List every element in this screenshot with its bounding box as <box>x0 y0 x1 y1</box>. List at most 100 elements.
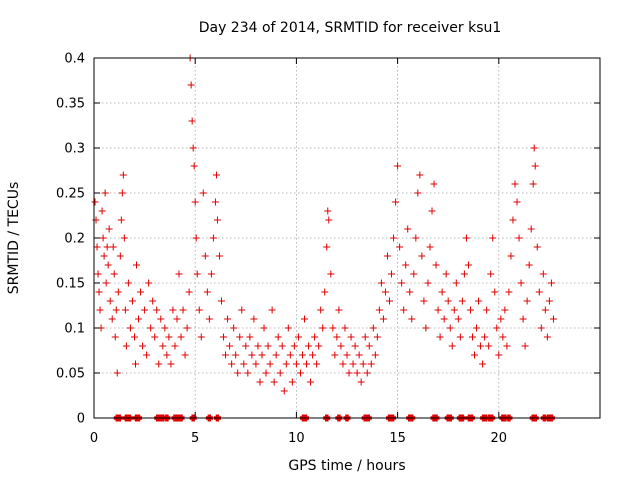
data-point <box>188 117 196 125</box>
data-point <box>381 288 389 296</box>
data-point <box>521 342 529 350</box>
data-point <box>533 243 541 251</box>
x-tick-label: 15 <box>389 431 406 446</box>
data-point <box>195 306 203 314</box>
x-axis-label: GPS time / hours <box>288 458 405 474</box>
data-point <box>165 333 173 341</box>
data-point <box>108 315 116 323</box>
data-point <box>209 234 217 242</box>
data-point <box>325 216 333 224</box>
data-point <box>341 324 349 332</box>
data-point <box>288 378 296 386</box>
data-point <box>232 351 240 359</box>
data-point <box>119 171 127 179</box>
data-point <box>432 261 440 269</box>
data-point <box>124 279 132 287</box>
data-point <box>426 243 434 251</box>
data-point <box>246 333 254 341</box>
data-point <box>531 162 539 170</box>
data-point <box>509 216 517 224</box>
data-point <box>402 261 410 269</box>
data-point <box>187 81 195 89</box>
data-point <box>103 243 111 251</box>
data-point <box>105 225 113 233</box>
data-point <box>324 207 332 215</box>
data-point <box>466 306 474 314</box>
data-point <box>511 180 519 188</box>
data-point <box>222 351 230 359</box>
data-point <box>440 315 448 323</box>
data-point <box>290 342 298 350</box>
data-point <box>503 342 511 350</box>
data-point <box>541 306 549 314</box>
data-point <box>298 351 306 359</box>
data-point <box>359 360 367 368</box>
data-point <box>94 270 102 278</box>
data-point <box>410 270 418 278</box>
data-point <box>446 324 454 332</box>
data-point <box>228 360 236 368</box>
data-point <box>177 333 185 341</box>
data-point <box>530 144 538 152</box>
data-point <box>175 270 183 278</box>
data-point <box>327 270 335 278</box>
data-point <box>523 297 531 305</box>
data-point <box>475 297 483 305</box>
data-point <box>434 306 442 314</box>
data-point <box>349 360 357 368</box>
data-point <box>110 270 118 278</box>
data-point <box>240 360 248 368</box>
x-tick-label: 10 <box>288 431 305 446</box>
data-point <box>189 144 197 152</box>
data-point <box>173 315 181 323</box>
data-point <box>398 279 406 287</box>
data-point <box>323 243 331 251</box>
data-point <box>394 162 402 170</box>
data-point <box>234 369 242 377</box>
data-point <box>280 387 288 395</box>
data-point <box>499 333 507 341</box>
data-point <box>383 252 391 260</box>
data-point <box>157 315 165 323</box>
data-point <box>418 252 426 260</box>
data-point <box>462 234 470 242</box>
data-point <box>183 324 191 332</box>
y-axis-label: SRMTID / TECUs <box>6 182 22 295</box>
data-point <box>197 333 205 341</box>
data-point <box>264 342 272 350</box>
data-point <box>268 306 276 314</box>
data-point <box>190 162 198 170</box>
data-point <box>303 360 311 368</box>
data-point <box>292 360 300 368</box>
data-point <box>549 315 557 323</box>
data-point <box>473 324 481 332</box>
data-point <box>513 198 521 206</box>
y-tick-label: 0 <box>77 412 85 427</box>
data-point <box>270 378 278 386</box>
data-point <box>242 342 250 350</box>
data-point <box>517 279 525 287</box>
data-point <box>161 324 169 332</box>
data-point <box>422 324 430 332</box>
data-point <box>396 243 404 251</box>
data-point <box>192 234 200 242</box>
data-point <box>296 369 304 377</box>
data-point <box>96 306 104 314</box>
data-point <box>116 252 124 260</box>
data-point <box>448 342 456 350</box>
data-point <box>266 360 274 368</box>
data-point <box>367 360 375 368</box>
data-point <box>207 270 215 278</box>
data-point <box>343 351 351 359</box>
y-tick-label: 0.35 <box>56 97 85 112</box>
y-tick-label: 0.05 <box>56 367 85 382</box>
data-point <box>99 234 107 242</box>
data-point <box>450 306 458 314</box>
data-point <box>185 288 193 296</box>
data-point <box>133 261 141 269</box>
data-point <box>226 342 234 350</box>
data-point <box>545 297 553 305</box>
data-point <box>404 225 412 233</box>
data-point <box>171 342 179 350</box>
